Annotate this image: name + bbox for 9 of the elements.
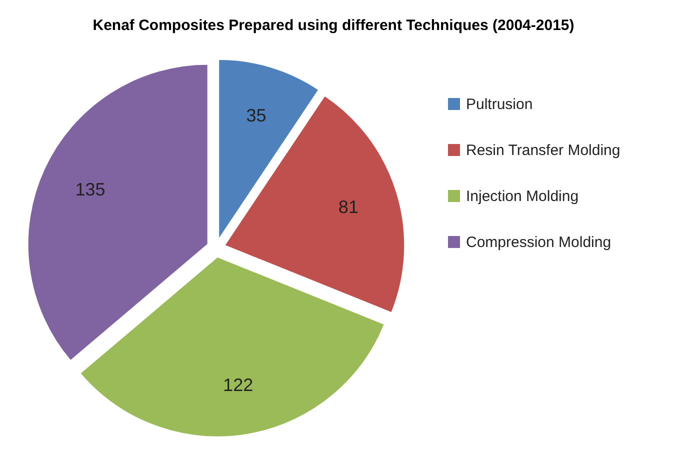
legend-label: Resin Transfer Molding	[466, 142, 620, 159]
legend-label: Compression Molding	[466, 234, 612, 251]
legend-label: Injection Molding	[466, 188, 579, 205]
legend-label: Pultrusion	[466, 96, 533, 113]
data-label: 135	[75, 180, 106, 200]
data-label: 81	[338, 197, 358, 218]
chart-title: Kenaf Composites Prepared using different Techniques (2004-2015)	[92, 17, 574, 34]
data-label: 35	[246, 105, 266, 126]
data-label: 122	[223, 374, 254, 395]
